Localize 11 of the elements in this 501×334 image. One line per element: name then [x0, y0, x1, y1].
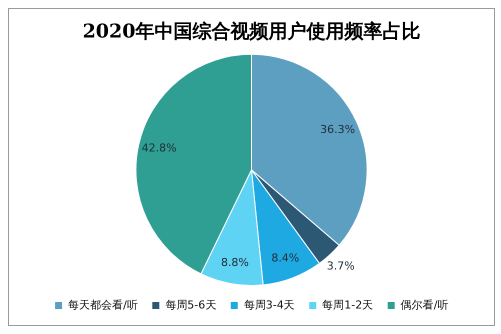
- legend-label: 每周1-2天: [322, 298, 374, 312]
- data-label: 3.7%: [326, 260, 355, 273]
- legend-label: 每天都会看/听: [68, 298, 138, 312]
- legend-label: 每周5-6天: [165, 298, 216, 312]
- data-label: 8.4%: [271, 251, 300, 264]
- data-label: 8.8%: [220, 256, 249, 270]
- chart-title: 2020年中国综合视频用户使用频率占比: [82, 20, 420, 42]
- legend-label: 每周3-4天: [244, 298, 295, 312]
- data-label: 42.8%: [142, 142, 177, 154]
- data-label: 36.3%: [320, 123, 356, 136]
- legend-label: 偶尔看/听: [400, 298, 448, 312]
